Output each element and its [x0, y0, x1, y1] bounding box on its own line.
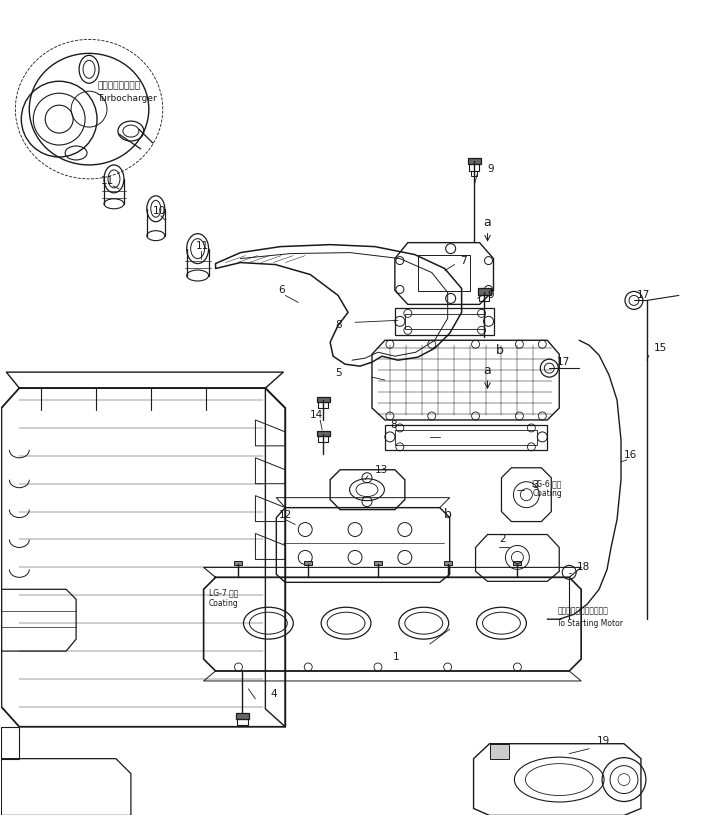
Text: 13: 13: [375, 465, 388, 475]
Polygon shape: [443, 561, 451, 565]
Text: 8: 8: [390, 420, 396, 430]
Text: 12: 12: [278, 510, 292, 520]
Text: 7: 7: [459, 256, 466, 266]
Polygon shape: [235, 561, 243, 565]
Text: 17: 17: [637, 290, 650, 301]
Text: 18: 18: [577, 562, 590, 573]
Text: 15: 15: [654, 343, 667, 353]
Text: b: b: [443, 508, 451, 521]
Text: To Starting Motor: To Starting Motor: [558, 618, 623, 627]
Text: スターティングモータヘ: スターティングモータヘ: [558, 607, 608, 616]
Text: a: a: [483, 364, 491, 377]
Text: 2: 2: [499, 534, 506, 544]
Text: 9: 9: [488, 290, 494, 301]
Polygon shape: [374, 561, 382, 565]
Text: LG-7 塗布: LG-7 塗布: [209, 589, 238, 598]
Text: 19: 19: [597, 736, 611, 746]
Text: 11: 11: [196, 241, 209, 251]
Text: Coating: Coating: [209, 599, 238, 608]
Text: 16: 16: [624, 450, 638, 460]
Text: 1: 1: [393, 652, 400, 662]
Text: 11: 11: [101, 176, 114, 186]
Text: 14: 14: [310, 410, 324, 420]
Polygon shape: [317, 431, 330, 436]
Polygon shape: [236, 713, 249, 719]
Text: LG-6 塗布: LG-6 塗布: [532, 480, 562, 489]
Polygon shape: [478, 288, 491, 296]
Polygon shape: [317, 397, 330, 402]
Text: b: b: [496, 344, 503, 357]
Text: 10: 10: [153, 206, 166, 216]
Text: 4: 4: [270, 689, 277, 699]
Text: a: a: [483, 217, 491, 230]
Polygon shape: [467, 158, 481, 164]
Text: 5: 5: [335, 368, 342, 378]
Text: 3: 3: [532, 480, 539, 489]
Text: 17: 17: [558, 357, 571, 367]
Text: Turbocharger: Turbocharger: [97, 94, 157, 103]
Polygon shape: [513, 561, 521, 565]
Text: 9: 9: [488, 164, 494, 174]
Text: ターボチャージャ: ターボチャージャ: [97, 82, 140, 91]
Polygon shape: [304, 561, 312, 565]
Text: 6: 6: [278, 285, 285, 296]
Text: Coating: Coating: [532, 489, 562, 498]
Text: 8: 8: [335, 320, 342, 330]
Polygon shape: [489, 743, 510, 759]
